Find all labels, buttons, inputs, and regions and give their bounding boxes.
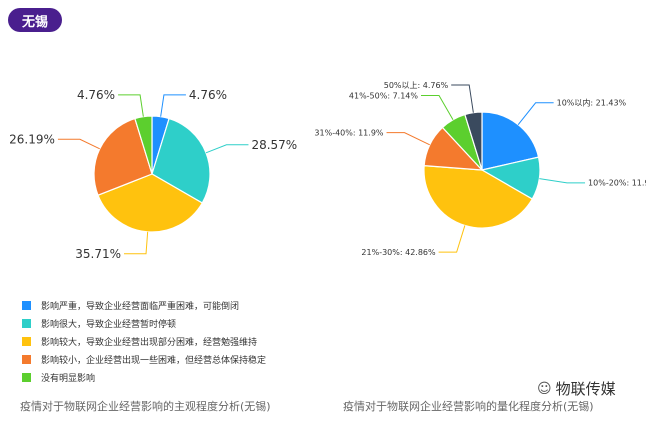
wechat-icon: ☺	[537, 380, 552, 397]
pie2-leader-2	[438, 225, 466, 253]
pie2-slice-0	[481, 111, 540, 171]
pie1-slice-2	[97, 173, 204, 233]
pie1-leader-0	[160, 94, 186, 117]
pie2-leader-4	[421, 95, 454, 121]
caption-left: 疫情对于物联网企业经营影响的主观程度分析(无锡)	[20, 400, 271, 413]
legend-label: 影响较小，企业经营出现一些困难，但经营总体保持稳定	[41, 355, 267, 366]
legend-label: 没有明显影响	[41, 373, 96, 384]
pie2-leader-0	[517, 102, 554, 125]
legend-item: 没有明显影响	[22, 368, 266, 386]
legend-item: 影响很大，导致企业经营暂时停顿	[22, 314, 266, 332]
legend-swatch	[22, 336, 31, 346]
pie2-leader-3	[386, 132, 430, 146]
pie2-slice-2	[423, 164, 534, 229]
legend-swatch	[22, 300, 31, 310]
pie2-leader-5	[451, 84, 474, 113]
pie1-leader-3	[57, 138, 100, 150]
legend-swatch	[22, 372, 31, 382]
pie2-label-3: 31%-40%: 11.9%	[314, 128, 384, 137]
legend-item: 影响较大，导致企业经营出现部分困难，经营勉强维持	[22, 332, 266, 350]
legend-swatch	[22, 318, 31, 328]
pie2-label-2: 21%-30%: 42.86%	[361, 248, 436, 257]
region-badge: 无锡	[8, 8, 62, 32]
pie1-leader-2	[124, 231, 149, 255]
pie1-leader-1	[205, 144, 249, 154]
legend-item: 影响严重，导致企业经营面临严重困难，可能倒闭	[22, 296, 266, 314]
pie1-label-3: 26.19%	[9, 132, 55, 146]
pie1-label-1: 28.57%	[251, 138, 297, 152]
pie2-label-4: 41%-50%: 7.14%	[349, 91, 419, 100]
pie1-label-4: 4.76%	[77, 88, 115, 102]
pie-chart-subjective: 4.76% 28.57% 35.71% 26.19% 4.76%	[9, 88, 297, 261]
pie1-label-0: 4.76%	[189, 88, 227, 102]
legend: 影响严重，导致企业经营面临严重困难，可能倒闭 影响很大，导致企业经营暂时停顿影响较…	[22, 296, 266, 386]
pie1-label-2: 35.71%	[75, 247, 121, 261]
pie-chart-quantitative: 10%以内: 21.43% 10%-20%: 11.9% 21%-30%: 42.8…	[314, 81, 646, 257]
legend-item: 影响较小，企业经营出现一些困难，但经营总体保持稳定	[22, 350, 266, 368]
legend-label: 影响很大，导致企业经营暂时停顿	[41, 319, 177, 330]
pie2-label-5: 50%以上: 4.76%	[384, 81, 449, 90]
pie2-leader-1	[539, 178, 586, 184]
pie1-leader-4	[118, 94, 144, 117]
pie2-label-1: 10%-20%: 11.9%	[588, 179, 646, 188]
caption-right: 疫情对于物联网企业经营影响的量化程度分析(无锡)	[343, 400, 594, 413]
watermark: ☺ 物联传媒	[537, 378, 616, 399]
legend-label: 影响较大，导致企业经营出现部分困难，经营勉强维持	[41, 337, 258, 348]
pie2-label-0: 10%以内: 21.43%	[557, 98, 627, 108]
watermark-text: 物联传媒	[555, 380, 616, 398]
legend-label: 影响严重，导致企业经营面临严重困难，可能倒闭	[41, 301, 240, 312]
legend-swatch	[22, 354, 31, 364]
